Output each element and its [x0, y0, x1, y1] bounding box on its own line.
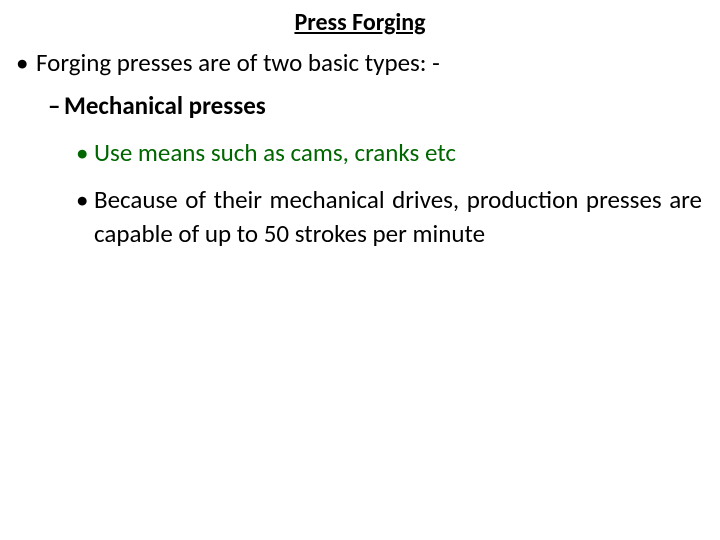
bullet-dot-icon: •	[16, 47, 36, 78]
bullet-dot-icon: •	[76, 183, 94, 251]
bullet-dot-icon: •	[76, 136, 94, 170]
dash-icon: –	[48, 90, 64, 121]
slide-title: Press Forging	[10, 8, 710, 37]
bullet-level1: •Forging presses are of two basic types:…	[16, 47, 710, 78]
bullet-level2: –Mechanical presses	[48, 90, 710, 121]
bullet-level3-a: • Use means such as cams, cranks etc	[76, 136, 702, 170]
bullet-level3-b-text: Because of their mechanical drives, prod…	[94, 183, 702, 251]
bullet-level3-a-text: Use means such as cams, cranks etc	[94, 136, 702, 170]
bullet-level1-text: Forging presses are of two basic types: …	[36, 47, 440, 78]
bullet-level3-b: • Because of their mechanical drives, pr…	[76, 183, 702, 251]
bullet-level2-text: Mechanical presses	[64, 90, 266, 121]
